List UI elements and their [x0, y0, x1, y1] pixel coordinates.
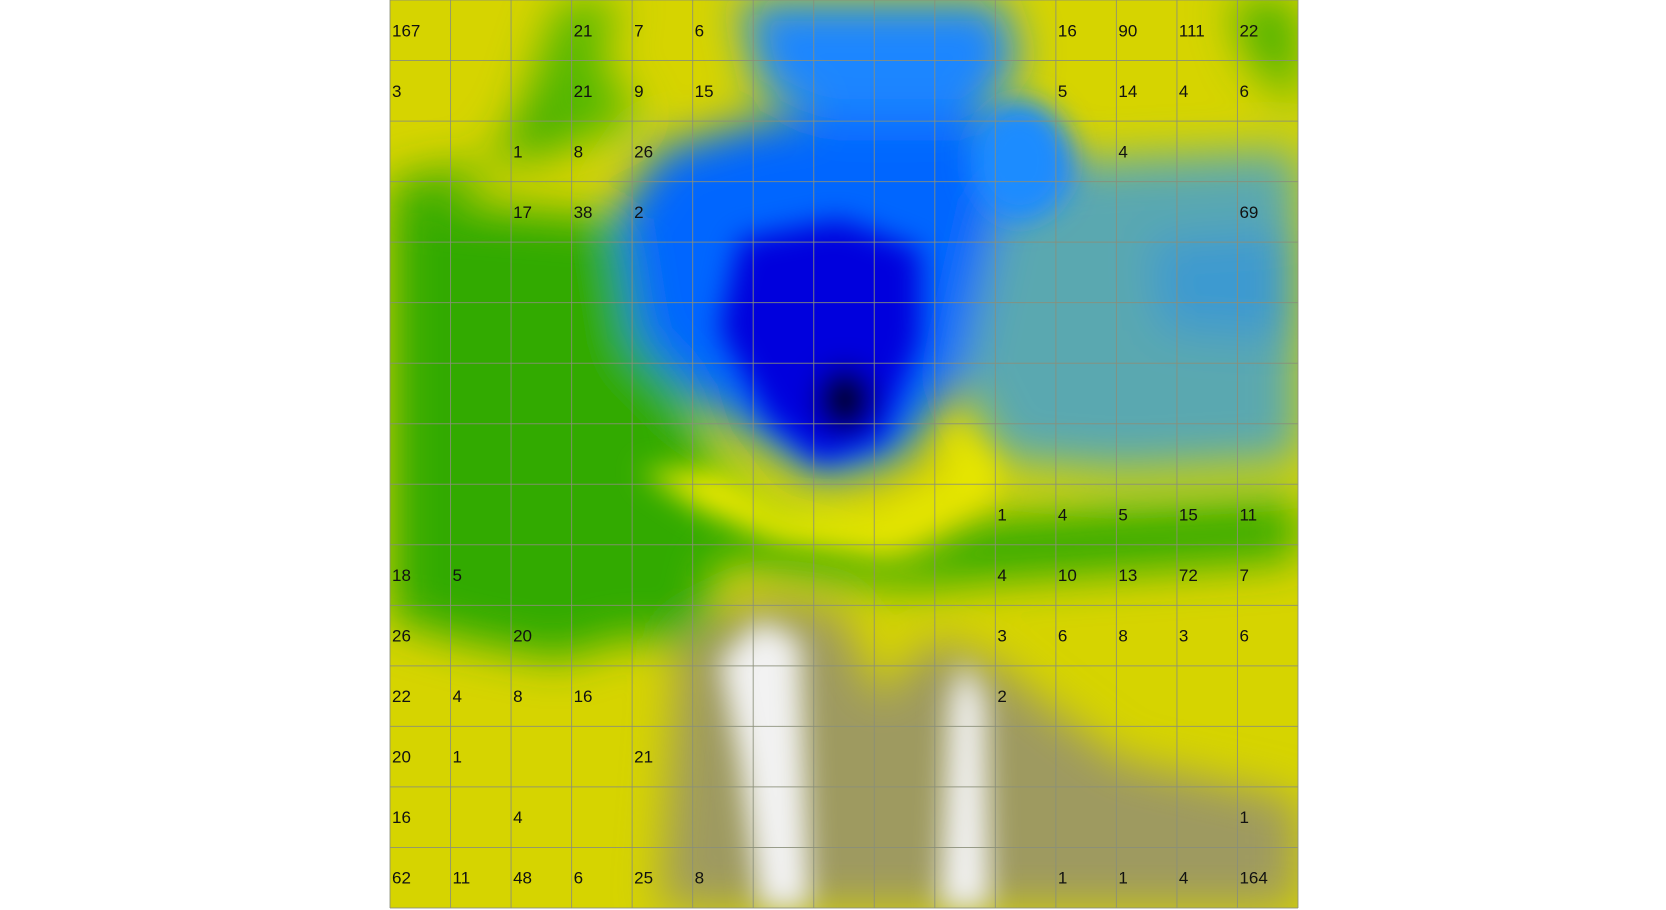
cell-label: 20	[513, 627, 532, 646]
cell-label: 5	[453, 566, 462, 585]
cell-label: 14	[1118, 82, 1137, 101]
cell-label: 72	[1179, 566, 1198, 585]
cell-label: 111	[1179, 21, 1205, 40]
cell-label: 25	[634, 869, 653, 888]
heatmap-grid	[389, 0, 1299, 909]
cell-label: 21	[574, 21, 593, 40]
cell-label: 16	[1058, 21, 1077, 40]
cell-label: 1	[513, 142, 522, 161]
cell-label: 22	[1239, 21, 1258, 40]
cell-label: 17	[513, 203, 532, 222]
cell-label: 8	[1118, 627, 1127, 646]
cell-label: 7	[1239, 566, 1248, 585]
cell-label: 16	[574, 687, 593, 706]
cell-label: 15	[1179, 506, 1198, 525]
cell-label: 11	[1239, 506, 1257, 525]
cell-label: 6	[1239, 627, 1248, 646]
cell-label: 11	[453, 869, 471, 888]
cell-label: 4	[453, 687, 462, 706]
cell-label: 2	[997, 687, 1006, 706]
cell-labels: 167 21 7 6 16 90 111 223 21 9 15 5 14 4 61 8 26 417 38 2 691…	[392, 21, 1268, 887]
cell-label: 3	[392, 82, 401, 101]
cell-label: 48	[513, 869, 532, 888]
cell-label: 5	[1058, 82, 1067, 101]
cell-label: 1	[453, 748, 462, 767]
cell-label: 18	[392, 566, 411, 585]
cell-label: 13	[1118, 566, 1137, 585]
cell-label: 8	[695, 869, 704, 888]
cell-label: 164	[1239, 869, 1267, 888]
cell-label: 1	[1118, 869, 1127, 888]
cell-label: 5	[1118, 506, 1127, 525]
cell-label: 6	[1239, 82, 1248, 101]
cell-label: 6	[1058, 627, 1067, 646]
cell-label: 38	[574, 203, 593, 222]
cell-label: 21	[574, 82, 593, 101]
cell-label: 6	[574, 869, 583, 888]
cell-label: 6	[695, 21, 704, 40]
cell-label: 3	[997, 627, 1006, 646]
cell-label: 4	[1179, 869, 1188, 888]
cell-label: 3	[1179, 627, 1188, 646]
cell-label: 8	[574, 142, 583, 161]
cell-label: 1	[997, 506, 1006, 525]
heat-field	[390, 0, 1298, 908]
cell-label: 4	[1179, 82, 1188, 101]
cell-label: 167	[392, 21, 420, 40]
cell-label: 4	[1118, 142, 1127, 161]
cell-label: 4	[1058, 506, 1067, 525]
cell-label: 4	[513, 808, 522, 827]
cell-label: 4	[997, 566, 1006, 585]
cell-label: 26	[392, 627, 411, 646]
cell-label: 69	[1239, 203, 1258, 222]
cell-label: 90	[1118, 21, 1137, 40]
cell-label: 26	[634, 142, 653, 161]
cell-label: 8	[513, 687, 522, 706]
cell-label: 15	[695, 82, 714, 101]
cell-label: 22	[392, 687, 411, 706]
cell-label: 7	[634, 21, 643, 40]
cell-label: 16	[392, 808, 411, 827]
cell-label: 1	[1239, 808, 1248, 827]
cell-label: 1	[1058, 869, 1067, 888]
cell-label: 2	[634, 203, 643, 222]
cell-label: 21	[634, 748, 653, 767]
cell-label: 9	[634, 82, 643, 101]
cell-label: 20	[392, 748, 411, 767]
cell-label: 62	[392, 869, 411, 888]
cell-label: 10	[1058, 566, 1077, 585]
